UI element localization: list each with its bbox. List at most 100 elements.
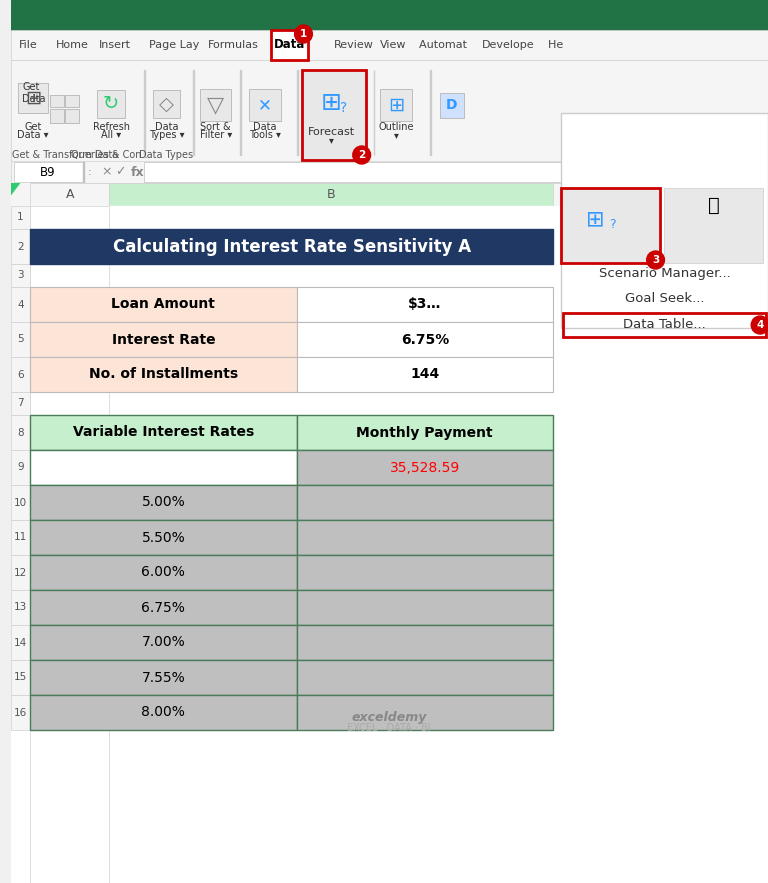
- Text: Data: Data: [274, 39, 306, 51]
- Text: ✓: ✓: [115, 165, 126, 178]
- Text: 6.00%: 6.00%: [141, 565, 185, 579]
- Text: ▾: ▾: [394, 130, 399, 140]
- Text: File: File: [18, 40, 37, 50]
- Bar: [11, 229, 30, 264]
- Text: Tools ▾: Tools ▾: [249, 130, 281, 140]
- Text: 📈: 📈: [708, 195, 720, 215]
- Text: Scenario Manager...: Scenario Manager...: [598, 267, 730, 280]
- Text: Data ▾: Data ▾: [18, 130, 49, 140]
- Bar: [296, 695, 553, 730]
- Bar: [11, 520, 30, 555]
- Bar: [11, 450, 30, 485]
- Text: Home: Home: [56, 40, 89, 50]
- Text: Loan Amount: Loan Amount: [111, 298, 215, 312]
- Bar: [373, 70, 375, 155]
- Bar: [109, 183, 553, 206]
- Bar: [296, 555, 553, 590]
- Text: ⊞: ⊞: [320, 91, 342, 115]
- Text: Review: Review: [334, 40, 374, 50]
- Text: 13: 13: [14, 602, 27, 613]
- Bar: [296, 287, 553, 322]
- Text: ?: ?: [340, 101, 348, 115]
- Text: A: A: [65, 188, 74, 201]
- Bar: [11, 264, 30, 287]
- Text: 5: 5: [17, 335, 24, 344]
- Bar: [311, 83, 351, 123]
- Text: 1: 1: [17, 213, 24, 223]
- Bar: [30, 450, 296, 485]
- Bar: [15, 83, 174, 158]
- Bar: [11, 392, 30, 415]
- Text: ◇: ◇: [159, 94, 174, 114]
- Text: 6: 6: [17, 369, 24, 380]
- Text: 9: 9: [17, 463, 24, 472]
- Text: ▾: ▾: [329, 135, 333, 145]
- Text: 4: 4: [17, 299, 24, 310]
- Text: View: View: [380, 40, 407, 50]
- Bar: [296, 590, 553, 625]
- Text: Filter ▾: Filter ▾: [200, 130, 232, 140]
- Text: 6.75%: 6.75%: [141, 600, 185, 615]
- Text: 1: 1: [300, 29, 307, 39]
- Text: 3: 3: [652, 255, 659, 265]
- Text: 11: 11: [14, 532, 27, 542]
- Text: No. of Installments: No. of Installments: [89, 367, 238, 381]
- Bar: [50, 95, 64, 107]
- Bar: [561, 188, 660, 263]
- Text: Sort &: Sort &: [200, 122, 231, 132]
- Bar: [30, 357, 296, 392]
- Text: Develope: Develope: [482, 40, 535, 50]
- Bar: [439, 93, 464, 118]
- Text: 2: 2: [358, 150, 366, 160]
- Text: 4: 4: [756, 320, 764, 330]
- Bar: [30, 520, 296, 555]
- Bar: [98, 90, 125, 118]
- Circle shape: [353, 146, 370, 164]
- Text: B: B: [326, 188, 336, 201]
- Bar: [240, 70, 241, 155]
- Bar: [679, 203, 719, 238]
- Circle shape: [751, 316, 768, 334]
- Text: Queries & Con...: Queries & Con...: [71, 150, 151, 160]
- Bar: [296, 660, 553, 695]
- Text: 2: 2: [17, 241, 24, 252]
- Bar: [296, 415, 553, 450]
- Bar: [30, 660, 296, 695]
- Text: Get & Transform Data: Get & Transform Data: [12, 150, 118, 160]
- Bar: [11, 357, 30, 392]
- Circle shape: [295, 25, 313, 43]
- Bar: [250, 89, 281, 121]
- Text: 14: 14: [14, 638, 27, 647]
- Text: Get: Get: [25, 122, 42, 132]
- Text: Goal Seek...: Goal Seek...: [624, 291, 704, 305]
- Text: Data Table...: Data Table...: [623, 319, 706, 331]
- Text: Refresh: Refresh: [93, 122, 130, 132]
- Bar: [296, 450, 553, 485]
- Text: ?: ?: [609, 218, 615, 231]
- Text: ⊞: ⊞: [586, 210, 604, 230]
- Bar: [11, 60, 768, 163]
- Text: 16: 16: [14, 707, 27, 718]
- Bar: [563, 313, 766, 337]
- Bar: [296, 357, 553, 392]
- Bar: [380, 89, 412, 121]
- Bar: [193, 70, 194, 155]
- Text: fx: fx: [131, 165, 144, 178]
- Text: 7.55%: 7.55%: [141, 670, 185, 684]
- Text: What-If: What-If: [590, 243, 631, 253]
- Bar: [11, 161, 768, 183]
- Text: ✕: ✕: [258, 96, 272, 114]
- Bar: [11, 206, 30, 229]
- Bar: [11, 322, 30, 357]
- Text: 6.75%: 6.75%: [401, 333, 449, 346]
- Text: Sheet: Sheet: [697, 252, 730, 262]
- Text: EXCEL · DATA · BI: EXCEL · DATA · BI: [347, 723, 431, 733]
- Bar: [11, 590, 30, 625]
- Bar: [296, 625, 553, 660]
- Bar: [200, 89, 231, 121]
- Bar: [11, 287, 30, 322]
- Bar: [11, 30, 768, 60]
- Bar: [11, 485, 30, 520]
- Bar: [296, 485, 553, 520]
- Text: Data: Data: [154, 122, 178, 132]
